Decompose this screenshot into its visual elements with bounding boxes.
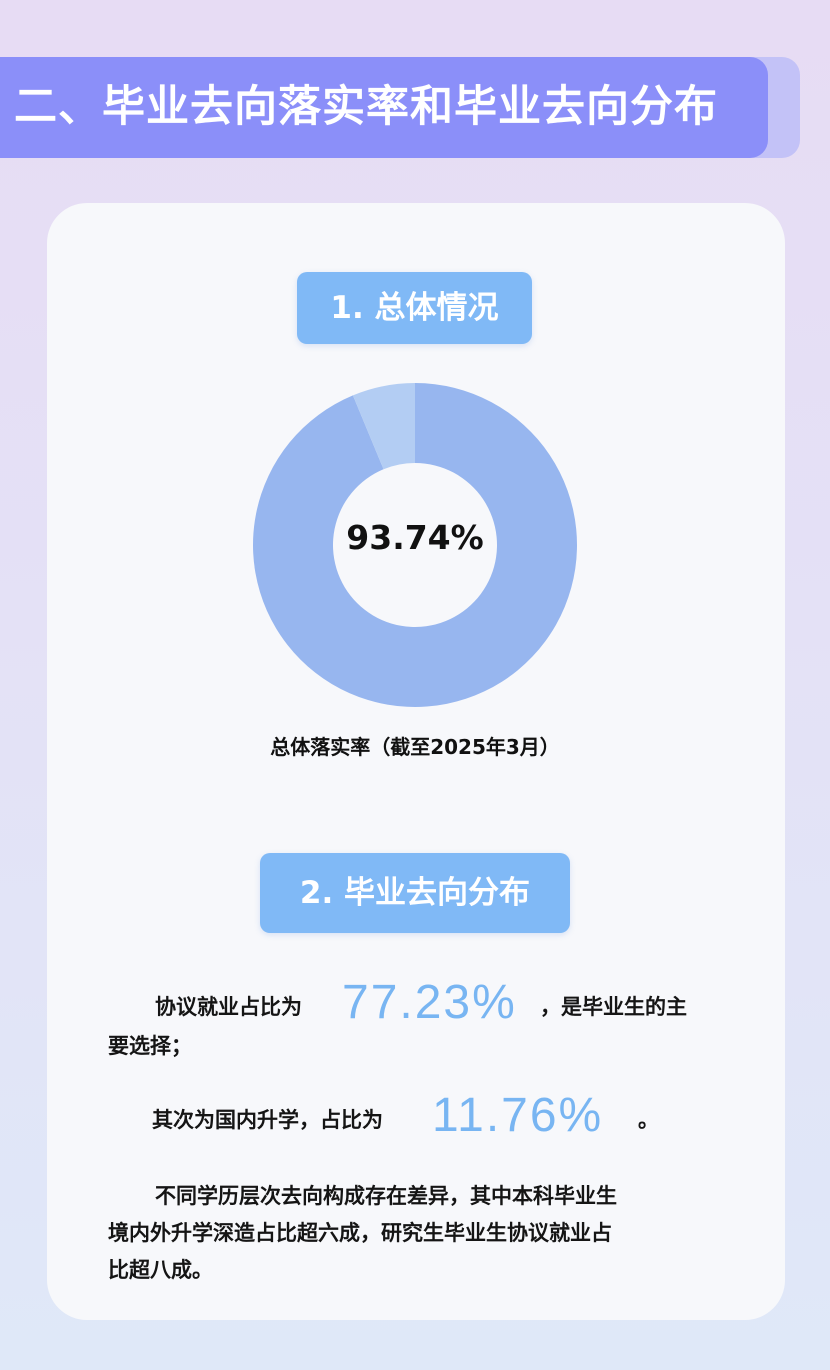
chart-caption: 总体落实率（截至2025年3月） xyxy=(270,735,560,759)
text-line1-b: ，是毕业生的主 xyxy=(540,995,687,1019)
value-domestic-study: 11.76% xyxy=(432,1089,604,1142)
donut-chart xyxy=(253,383,577,707)
section-banner-title: 二、毕业去向落实率和毕业去向分布 xyxy=(0,57,768,158)
donut-slice-1 xyxy=(253,383,577,707)
subsection-title-overview: 1. 总体情况 xyxy=(297,272,532,344)
subsection-title-distribution: 2. 毕业去向分布 xyxy=(260,853,570,933)
text-line1-a: 协议就业占比为 xyxy=(155,995,302,1019)
text-line2-a: 其次为国内升学，占比为 xyxy=(152,1108,383,1132)
paragraph3-line2: 境内外升学深造占比超六成，研究生毕业生协议就业占 xyxy=(108,1221,612,1245)
paragraph3-line1: 不同学历层次去向构成存在差异，其中本科毕业生 xyxy=(155,1184,617,1208)
text-line2-b: 。 xyxy=(638,1108,659,1132)
text-line1-c: 要选择； xyxy=(108,1034,192,1058)
paragraph3-line3: 比超八成。 xyxy=(108,1258,213,1282)
donut-slice-2 xyxy=(352,383,415,470)
content-card xyxy=(47,203,785,1320)
donut-center-value: 93.74% xyxy=(346,518,484,557)
value-agreement-employment: 77.23% xyxy=(342,976,517,1029)
